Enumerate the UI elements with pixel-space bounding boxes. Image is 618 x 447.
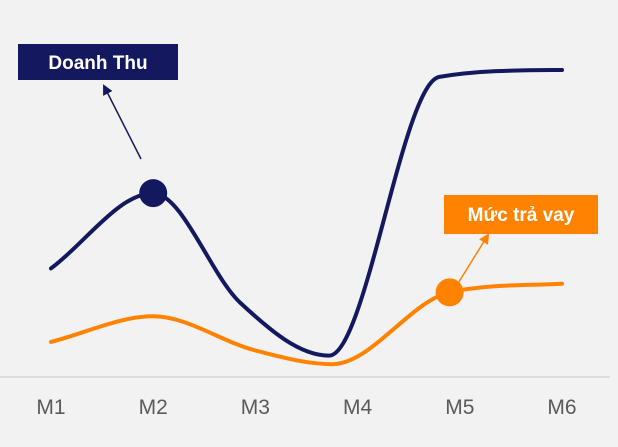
x-tick-label-m3: M3 [241, 396, 270, 419]
callout-text-doanh-thu: Doanh Thu [48, 53, 147, 74]
x-tick-label-m2: M2 [139, 396, 168, 419]
x-tick-label-m6: M6 [547, 396, 576, 419]
callout-arrow-muc-tra-vay [456, 233, 490, 286]
highlight-point-muc-tra-vay [435, 278, 464, 307]
x-tick-label-m4: M4 [343, 396, 372, 419]
callout-text-muc-tra-vay: Mức trả vay [468, 205, 575, 226]
callout-box-doanh-thu [18, 44, 178, 80]
x-tick-label-m5: M5 [445, 396, 474, 419]
callout-label-muc-tra-vay: Mức trả vay [444, 195, 598, 234]
highlight-point-doanh-thu [139, 179, 168, 208]
x-tick-label-m1: M1 [36, 396, 65, 419]
callout-box-muc-tra-vay [444, 195, 598, 234]
callout-arrow-doanh-thu [103, 84, 142, 160]
callout-label-doanh-thu: Doanh Thu [18, 44, 178, 80]
